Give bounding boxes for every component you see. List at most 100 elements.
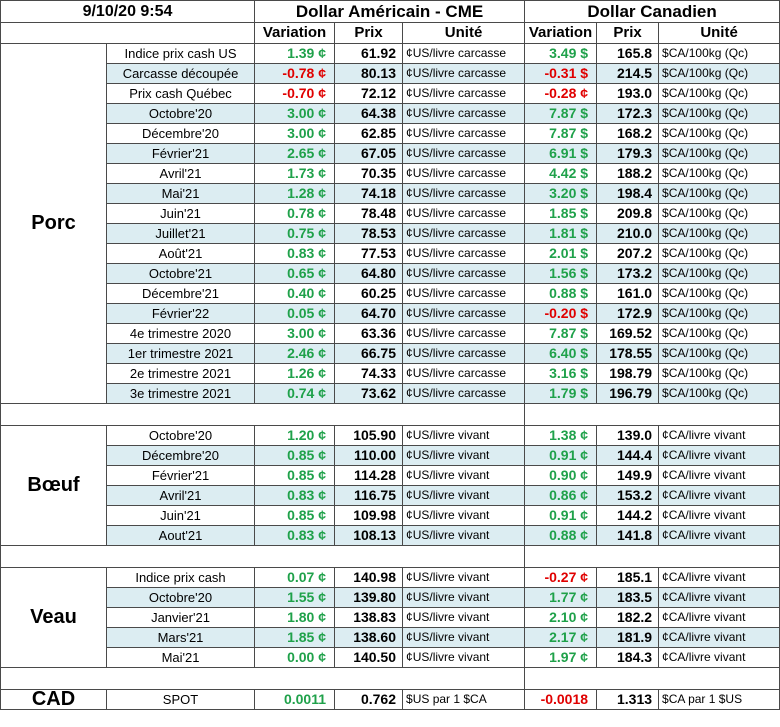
us-unite-header: Unité xyxy=(402,22,526,44)
us-price: 72.12 xyxy=(334,83,404,104)
us-price: 63.36 xyxy=(334,323,404,344)
us-unit: ¢US/livre vivant xyxy=(402,445,526,466)
us-variation: 3.00 ¢ xyxy=(254,323,336,344)
ca-price: 214.5 xyxy=(596,63,660,84)
us-price: 78.53 xyxy=(334,223,404,244)
us-variation: 0.05 ¢ xyxy=(254,303,336,324)
ca-variation: 0.88 ¢ xyxy=(524,525,598,546)
us-unit: $US par 1 $CA xyxy=(402,689,526,710)
us-unit: ¢US/livre carcasse xyxy=(402,143,526,164)
table-row: Octobre'20 1.55 ¢ 139.80 ¢US/livre vivant 1.… xyxy=(1,587,780,608)
ca-variation: -0.28 ¢ xyxy=(524,83,598,104)
contract-label: Février'21 xyxy=(105,465,256,486)
us-unit: ¢US/livre vivant xyxy=(402,607,526,628)
us-price: 114.28 xyxy=(334,465,404,486)
us-price: 62.85 xyxy=(334,123,404,144)
ca-price: 172.3 xyxy=(596,103,660,124)
contract-label: Octobre'20 xyxy=(105,103,256,124)
us-unit: ¢US/livre carcasse xyxy=(402,243,526,264)
contract-label: Janvier'21 xyxy=(105,607,256,628)
table-row: Octobre'20 3.00 ¢ 64.38 ¢US/livre carcasse 7… xyxy=(1,103,780,124)
ca-price: 196.79 xyxy=(596,383,660,404)
ca-variation: 3.49 $ xyxy=(524,43,598,64)
contract-label: Décembre'20 xyxy=(105,123,256,144)
ca-variation: 1.81 $ xyxy=(524,223,598,244)
section-spacer xyxy=(0,545,780,568)
spacer-right xyxy=(524,403,780,426)
ca-price: 144.2 xyxy=(596,505,660,526)
us-variation: 0.40 ¢ xyxy=(254,283,336,304)
us-unit: ¢US/livre carcasse xyxy=(402,63,526,84)
us-unit: ¢US/livre carcasse xyxy=(402,303,526,324)
us-unit: ¢US/livre carcasse xyxy=(402,183,526,204)
ca-variation: 3.16 $ xyxy=(524,363,598,384)
contract-label: Juin'21 xyxy=(105,505,256,526)
ca-price: 207.2 xyxy=(596,243,660,264)
table-row: Juillet'21 0.75 ¢ 78.53 ¢US/livre carcasse 1… xyxy=(1,223,780,244)
us-variation: 1.20 ¢ xyxy=(254,425,336,446)
table-row: Porc Indice prix cash US 1.39 ¢ 61.92 ¢US/li… xyxy=(0,43,780,404)
section-spacer xyxy=(0,403,780,426)
ca-variation: 0.91 ¢ xyxy=(524,445,598,466)
ca-variation: 6.40 $ xyxy=(524,343,598,364)
us-variation: 0.85 ¢ xyxy=(254,445,336,466)
us-price: 78.48 xyxy=(334,203,404,224)
ca-variation: 0.90 ¢ xyxy=(524,465,598,486)
ca-unit: $CA/100kg (Qc) xyxy=(658,243,780,264)
table-row: Bœuf Octobre'20 1.20 ¢ 105.90 ¢US/livre viva… xyxy=(0,425,780,546)
ca-price: 198.4 xyxy=(596,183,660,204)
ca-price: 139.0 xyxy=(596,425,660,446)
us-unit: ¢US/livre carcasse xyxy=(402,103,526,124)
ca-variation: 7.87 $ xyxy=(524,323,598,344)
us-unit: ¢US/livre vivant xyxy=(402,485,526,506)
contract-label: Août'21 xyxy=(105,243,256,264)
us-variation: 0.83 ¢ xyxy=(254,243,336,264)
us-price: 139.80 xyxy=(334,587,404,608)
us-variation: 1.85 ¢ xyxy=(254,627,336,648)
table-row: CAD SPOT 0.0011 0.762 $US par 1 $CA -0.0018 1.… xyxy=(0,689,780,710)
us-unit: ¢US/livre carcasse xyxy=(402,203,526,224)
contract-label: Décembre'21 xyxy=(105,283,256,304)
ca-variation: 1.77 ¢ xyxy=(524,587,598,608)
us-variation: 1.80 ¢ xyxy=(254,607,336,628)
table-row: Prix cash Québec -0.70 ¢ 72.12 ¢US/livre ca… xyxy=(1,83,780,104)
spacer-right xyxy=(524,667,780,690)
us-price: 64.70 xyxy=(334,303,404,324)
ca-unit: $CA/100kg (Qc) xyxy=(658,343,780,364)
us-variation: 0.65 ¢ xyxy=(254,263,336,284)
ca-variation: 7.87 $ xyxy=(524,103,598,124)
ca-price: 183.5 xyxy=(596,587,660,608)
us-unit: ¢US/livre carcasse xyxy=(402,223,526,244)
us-prix-header: Prix xyxy=(334,22,404,44)
table-row: Décembre'20 0.85 ¢ 110.00 ¢US/livre vivant 0… xyxy=(1,445,780,466)
table-row: Août'21 0.83 ¢ 77.53 ¢US/livre carcasse 2.01… xyxy=(1,243,780,264)
ca-unit: $CA/100kg (Qc) xyxy=(658,183,780,204)
table-row: Carcasse découpée -0.78 ¢ 80.13 ¢US/livre c… xyxy=(1,63,780,84)
header-blank xyxy=(0,22,256,44)
ca-unit: $CA/100kg (Qc) xyxy=(658,383,780,404)
us-unit: ¢US/livre carcasse xyxy=(402,163,526,184)
ca-unite-header: Unité xyxy=(658,22,780,44)
us-price: 0.762 xyxy=(334,689,404,710)
us-unit: ¢US/livre vivant xyxy=(402,425,526,446)
contract-label: Mai'21 xyxy=(105,183,256,204)
us-variation: 3.00 ¢ xyxy=(254,103,336,124)
table-row: 1er trimestre 2021 2.46 ¢ 66.75 ¢US/livre c… xyxy=(1,343,780,364)
market-prices-table: 9/10/20 9:54 Dollar Américain - CME Doll… xyxy=(0,0,780,710)
us-unit: ¢US/livre vivant xyxy=(402,647,526,668)
ca-unit: $CA par 1 $US xyxy=(658,689,780,710)
us-variation: -0.78 ¢ xyxy=(254,63,336,84)
us-variation: 0.85 ¢ xyxy=(254,505,336,526)
ca-price: 173.2 xyxy=(596,263,660,284)
table-row: Avril'21 1.73 ¢ 70.35 ¢US/livre carcasse 4.4… xyxy=(1,163,780,184)
ca-variation: 7.87 $ xyxy=(524,123,598,144)
ca-variation: -0.27 ¢ xyxy=(524,567,598,588)
us-variation: 0.00 ¢ xyxy=(254,647,336,668)
table-row: Février'22 0.05 ¢ 64.70 ¢US/livre carcasse -… xyxy=(1,303,780,324)
table-row: Aout'21 0.83 ¢ 108.13 ¢US/livre vivant 0.88 … xyxy=(1,525,780,546)
spacer-left xyxy=(0,545,526,568)
ca-unit: $CA/100kg (Qc) xyxy=(658,323,780,344)
contract-label: Décembre'20 xyxy=(105,445,256,466)
contract-label: Mars'21 xyxy=(105,627,256,648)
ca-variation: 2.10 ¢ xyxy=(524,607,598,628)
